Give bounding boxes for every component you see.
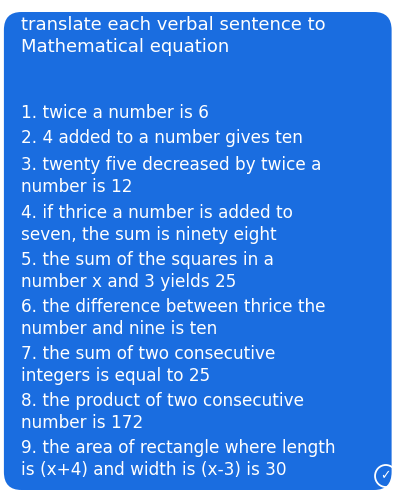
Text: 3. twenty five decreased by twice a
number is 12: 3. twenty five decreased by twice a numb…: [21, 156, 321, 196]
Text: 2. 4 added to a number gives ten: 2. 4 added to a number gives ten: [21, 129, 303, 147]
Text: translate each verbal sentence to
Mathematical equation: translate each verbal sentence to Mathem…: [21, 16, 325, 56]
FancyBboxPatch shape: [4, 12, 391, 490]
Text: 5. the sum of the squares in a
number x and 3 yields 25: 5. the sum of the squares in a number x …: [21, 251, 274, 291]
Text: 4. if thrice a number is added to
seven, the sum is ninety eight: 4. if thrice a number is added to seven,…: [21, 204, 292, 244]
Text: 8. the product of two consecutive
number is 172: 8. the product of two consecutive number…: [21, 392, 304, 432]
Text: 9. the area of rectangle where length
is (x+4) and width is (x-3) is 30: 9. the area of rectangle where length is…: [21, 439, 335, 479]
Text: 7. the sum of two consecutive
integers is equal to 25: 7. the sum of two consecutive integers i…: [21, 345, 275, 385]
Text: 6. the difference between thrice the
number and nine is ten: 6. the difference between thrice the num…: [21, 298, 325, 338]
Text: 1. twice a number is 6: 1. twice a number is 6: [21, 104, 209, 122]
Text: ✓: ✓: [380, 469, 390, 483]
